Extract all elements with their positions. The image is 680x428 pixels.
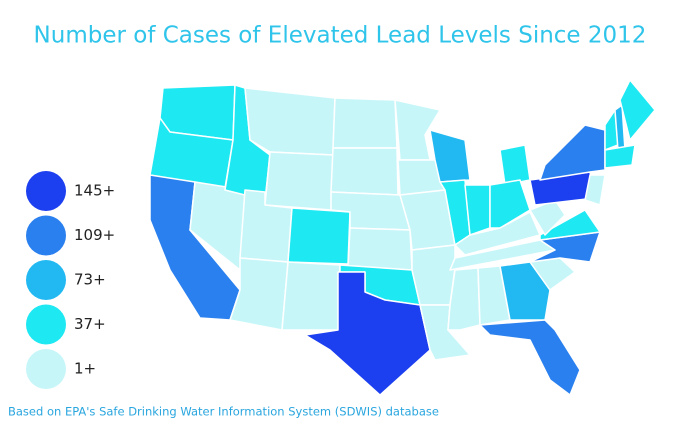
state [304, 271, 431, 396]
state [539, 124, 606, 181]
legend-swatch [26, 215, 66, 256]
state [584, 174, 606, 206]
state [619, 79, 656, 141]
state [332, 97, 398, 149]
state [539, 209, 601, 241]
legend-label: 37+ [74, 315, 106, 333]
state [489, 179, 531, 229]
state [464, 184, 491, 236]
state [394, 99, 441, 161]
source-note: Based on EPA's Safe Drinking Water Infor… [8, 405, 439, 419]
legend-swatch [26, 349, 66, 389]
legend-swatch [26, 171, 66, 211]
legend-label: 145+ [74, 182, 115, 200]
state [244, 87, 336, 156]
legend-label: 73+ [74, 271, 106, 289]
state [229, 257, 289, 331]
state [411, 244, 456, 306]
state [499, 144, 531, 186]
state [264, 151, 334, 211]
state [281, 261, 341, 331]
state [479, 319, 581, 396]
state [499, 261, 551, 321]
state [454, 211, 541, 256]
state [604, 144, 636, 169]
legend: 145+ 109+ 73+ 37+ 1+ [26, 171, 115, 389]
us-map [149, 79, 656, 396]
legend-swatch [26, 260, 66, 300]
state [347, 227, 413, 271]
legend-swatch [26, 304, 66, 345]
title: Number of Cases of Elevated Lead Levels … [34, 23, 647, 49]
state [330, 147, 399, 196]
legend-label: 1+ [74, 360, 96, 378]
legend-label: 109+ [74, 226, 115, 244]
state [287, 207, 351, 265]
